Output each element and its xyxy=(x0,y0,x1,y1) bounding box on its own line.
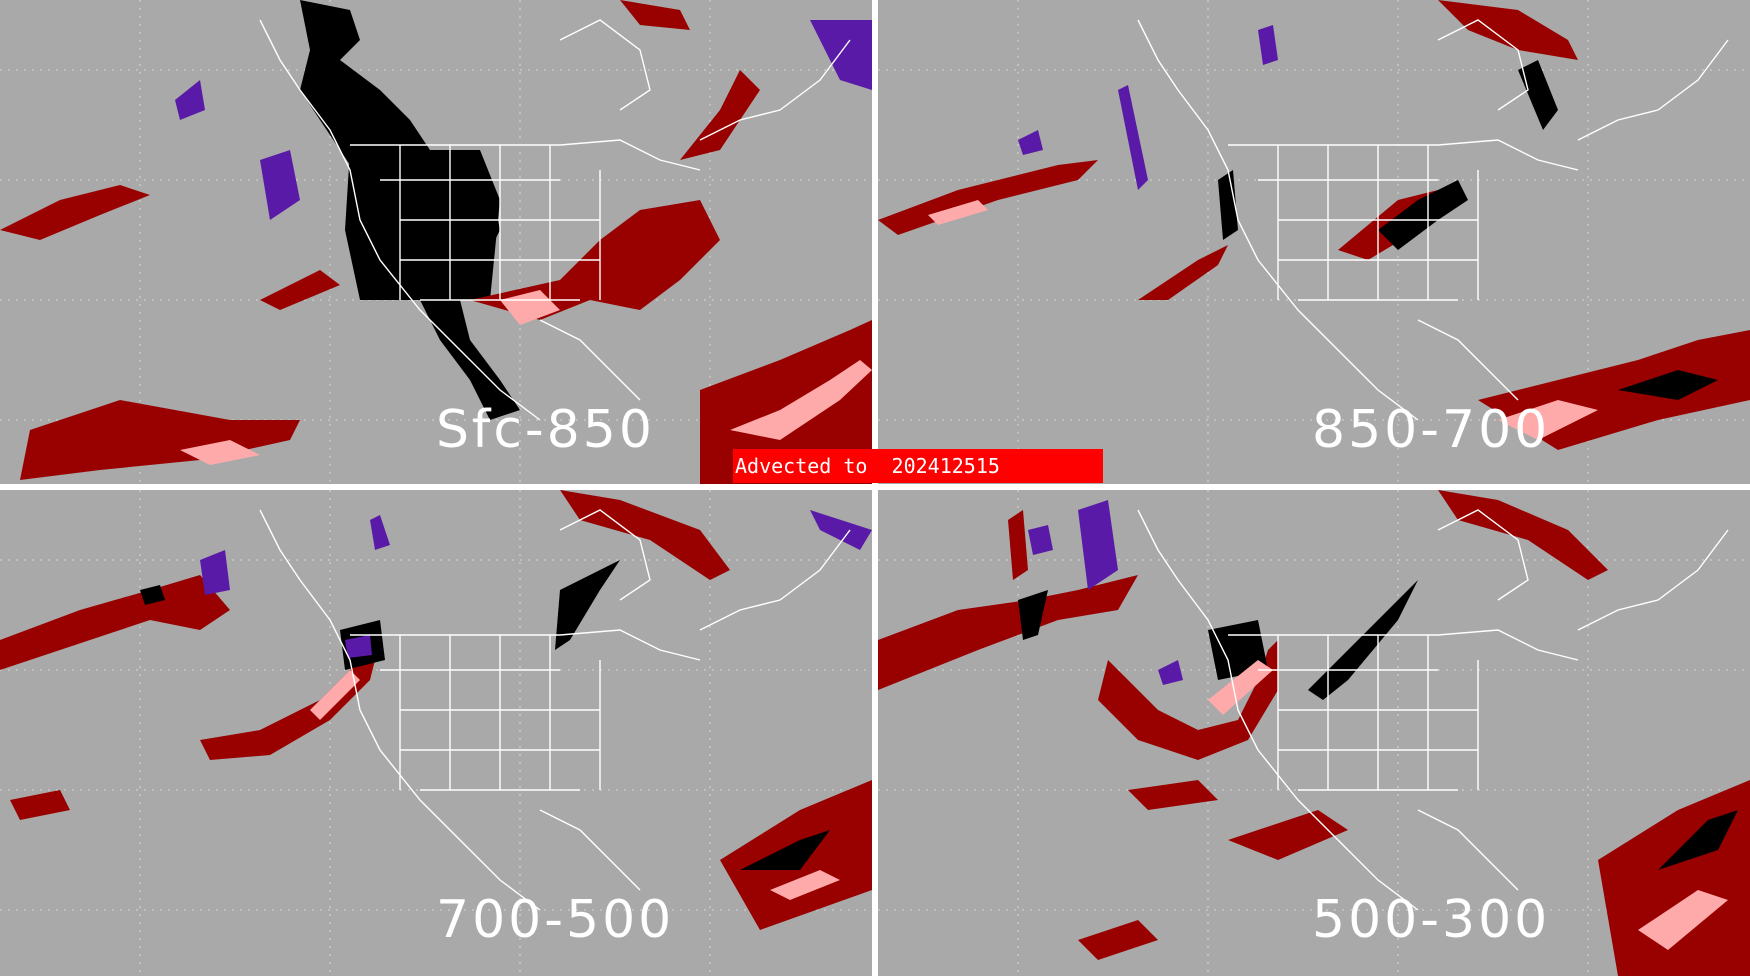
advected-to-banner: Advected to 202412515 xyxy=(733,449,1103,483)
trajectory-purple xyxy=(200,510,872,658)
map-sfc-850 xyxy=(0,0,872,484)
trajectory-black xyxy=(140,560,830,870)
panel-700-500: 700-500 xyxy=(0,490,872,976)
panel-label-sfc-850: Sfc-850 xyxy=(436,400,655,460)
map-850-700 xyxy=(878,0,1750,484)
trajectory-black xyxy=(300,0,820,420)
map-500-300 xyxy=(878,490,1750,976)
political-boundaries xyxy=(259,19,851,421)
map-700-500 xyxy=(0,490,872,976)
panel-label-850-700: 850-700 xyxy=(1312,400,1551,460)
panel-500-300: 500-300 xyxy=(878,490,1750,976)
trajectory-pink xyxy=(928,200,1598,440)
panel-label-500-300: 500-300 xyxy=(1312,890,1551,950)
trajectory-dark-red xyxy=(878,0,1750,450)
panel-850-700: 850-700 xyxy=(878,0,1750,484)
panel-sfc-850: Sfc-850 xyxy=(0,0,872,484)
trajectory-pink xyxy=(1208,660,1728,950)
banner-prefix: Advected to xyxy=(735,454,868,478)
trajectory-pink xyxy=(310,670,840,900)
banner-timestamp: 202412515 xyxy=(891,454,1000,478)
panel-label-700-500: 700-500 xyxy=(436,890,675,950)
political-boundaries xyxy=(259,509,851,911)
trajectory-purple xyxy=(1028,500,1183,685)
trajectory-purple xyxy=(175,20,872,220)
political-boundaries xyxy=(1137,19,1729,421)
trajectory-pink xyxy=(180,290,872,465)
political-boundaries xyxy=(1137,509,1729,911)
trajectory-purple xyxy=(1018,25,1278,190)
trajectory-black xyxy=(1218,60,1718,400)
